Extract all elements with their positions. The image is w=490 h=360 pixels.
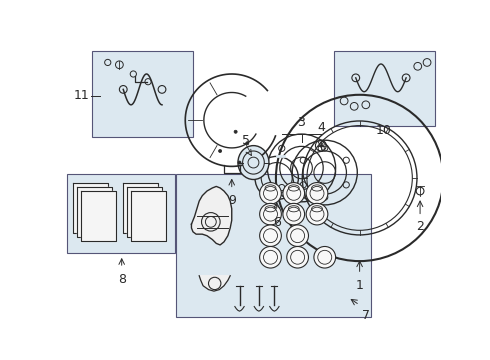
Circle shape	[260, 247, 281, 268]
Text: 1: 1	[356, 279, 364, 292]
Circle shape	[306, 183, 328, 204]
Text: 7: 7	[362, 309, 370, 322]
Circle shape	[283, 183, 305, 204]
Polygon shape	[73, 183, 108, 233]
Text: 6: 6	[273, 216, 281, 229]
Ellipse shape	[243, 151, 264, 174]
Polygon shape	[81, 191, 116, 241]
Polygon shape	[123, 183, 158, 233]
Polygon shape	[192, 186, 232, 245]
Polygon shape	[131, 191, 166, 241]
Circle shape	[260, 225, 281, 247]
Text: 11: 11	[74, 89, 89, 102]
Text: 10: 10	[376, 124, 392, 137]
Circle shape	[238, 161, 241, 164]
Circle shape	[245, 142, 249, 145]
Polygon shape	[127, 187, 162, 237]
Circle shape	[234, 130, 237, 133]
Circle shape	[306, 203, 328, 225]
Text: 4: 4	[317, 121, 325, 134]
Circle shape	[283, 203, 305, 225]
Bar	[176, 174, 371, 316]
Polygon shape	[199, 276, 230, 291]
Text: 8: 8	[118, 273, 126, 285]
Bar	[334, 51, 435, 126]
Circle shape	[260, 183, 281, 204]
Circle shape	[287, 247, 309, 268]
Ellipse shape	[238, 145, 269, 180]
Circle shape	[219, 149, 221, 153]
Text: 2: 2	[416, 220, 424, 233]
Circle shape	[314, 247, 336, 268]
Ellipse shape	[248, 157, 259, 168]
Text: 5: 5	[242, 134, 250, 147]
Bar	[68, 174, 175, 253]
Circle shape	[287, 225, 309, 247]
Text: 9: 9	[228, 194, 236, 207]
Polygon shape	[77, 187, 112, 237]
Circle shape	[260, 203, 281, 225]
Bar	[92, 51, 193, 137]
Text: 3: 3	[297, 116, 305, 130]
